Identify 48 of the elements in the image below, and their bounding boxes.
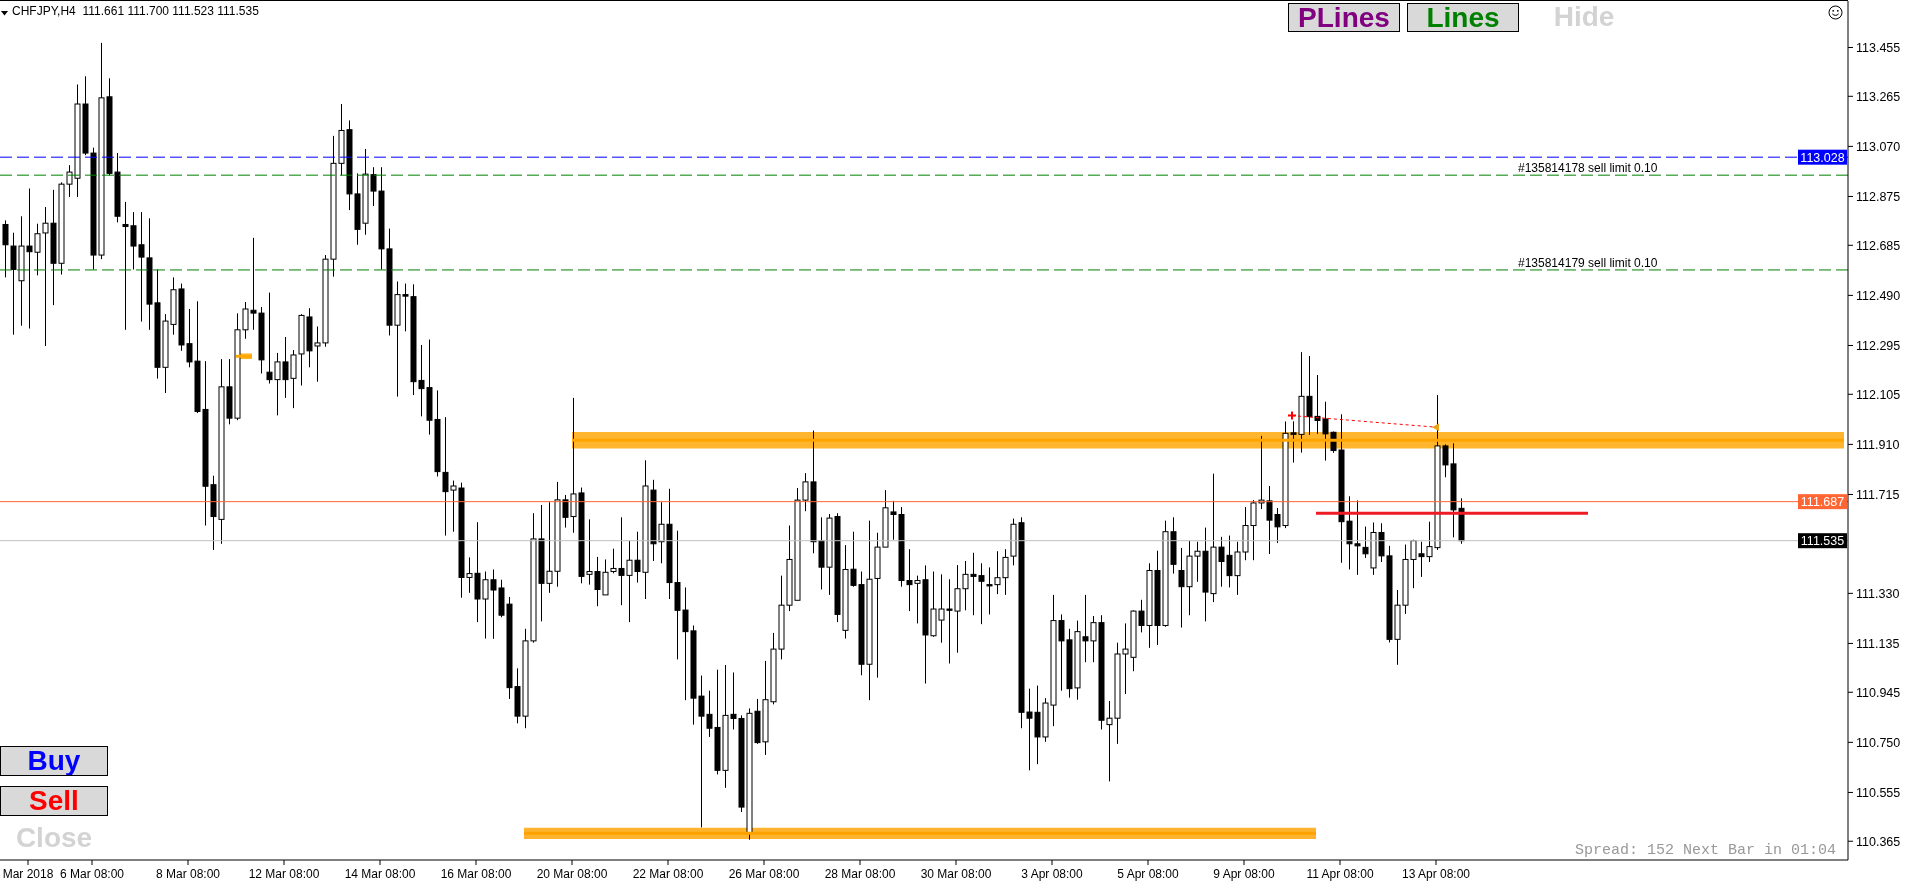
y-tick-label: 113.265 — [1856, 89, 1901, 104]
y-tick-label: 110.555 — [1856, 785, 1901, 800]
annotation: Buy — [27, 746, 81, 776]
y-tick-label: 113.070 — [1856, 139, 1901, 154]
ref-line-label: 111.687 — [1800, 495, 1845, 510]
y-tick-label: 110.750 — [1856, 735, 1901, 750]
button: Buy — [0, 746, 108, 776]
x-tick-label: 20 Mar 08:00 — [536, 867, 608, 881]
annotation: Sell — [29, 786, 79, 816]
y-tick-label: 112.105 — [1856, 387, 1901, 402]
candlestick — [2, 219, 9, 278]
x-tick-label: 16 Mar 08:00 — [440, 867, 512, 881]
y-tick-label: 110.945 — [1856, 685, 1901, 700]
y-tick-label: 112.490 — [1856, 288, 1901, 303]
ref-line-label: 113.028 — [1800, 150, 1845, 165]
ref-line-label: #135814179 sell limit 0.10 — [1518, 255, 1658, 270]
x-tick-label: 28 Mar 08:00 — [824, 867, 896, 881]
x-tick-label: 14 Mar 08:00 — [344, 867, 416, 881]
y-tick-label: 112.875 — [1856, 189, 1901, 204]
x-tick-label: 22 Mar 08:00 — [632, 867, 704, 881]
x-tick-label: 5 Apr 08:00 — [1117, 867, 1180, 881]
y-tick-label: 111.330 — [1856, 586, 1900, 601]
x-tick-label: 6 Mar 08:00 — [59, 867, 125, 881]
annotation: PLines — [1298, 3, 1390, 33]
chart-title: CHFJPY,H4 111.661 111.700 111.523 111.535 — [12, 4, 259, 18]
x-tick-label: 13 Apr 08:00 — [1401, 867, 1471, 881]
x-tick-label: 3 Apr 08:00 — [1021, 867, 1084, 881]
ref-line-label: #135814178 sell limit 0.10 — [1518, 161, 1658, 176]
annotation: Lines — [1426, 3, 1500, 33]
y-tick-label: 113.455 — [1856, 40, 1901, 55]
x-tick-label: Mar 2018 — [2, 867, 54, 881]
ref-line-label: 111.535 — [1800, 534, 1845, 549]
x-tick-label: 26 Mar 08:00 — [728, 867, 800, 881]
button: Sell — [0, 786, 108, 816]
button: PLines — [1288, 3, 1400, 32]
x-tick-label: 30 Mar 08:00 — [920, 867, 992, 881]
x-tick-label: 11 Apr 08:00 — [1306, 867, 1374, 881]
y-tick-label: 112.685 — [1856, 238, 1901, 253]
annotation: Spread: 152 Next Bar in 01:04 — [1574, 842, 1836, 859]
x-tick-label: 12 Mar 08:00 — [248, 867, 320, 881]
y-tick-label: 111.715 — [1856, 487, 1900, 502]
x-tick-label: 9 Apr 08:00 — [1213, 867, 1276, 881]
button: Lines — [1407, 3, 1519, 32]
y-tick-label: 111.135 — [1856, 636, 1900, 651]
y-tick-label: 111.910 — [1856, 437, 1900, 452]
y-tick-label: 110.365 — [1856, 834, 1901, 849]
y-tick-label: 112.295 — [1856, 338, 1901, 353]
x-tick-label: 8 Mar 08:00 — [155, 867, 221, 881]
